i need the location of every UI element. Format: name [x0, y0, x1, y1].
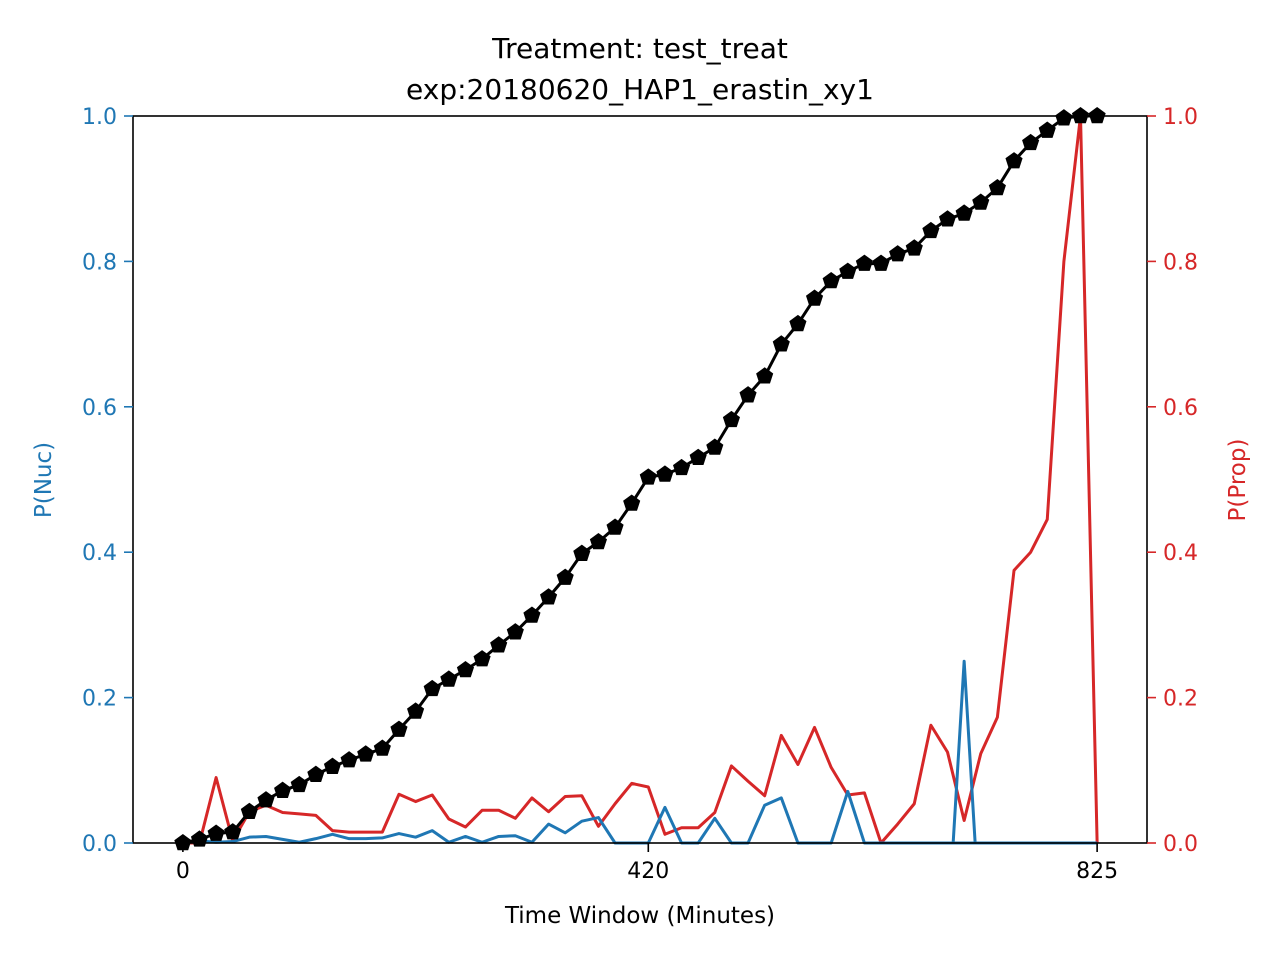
data-point-cumulative [190, 830, 209, 847]
data-point-cumulative [839, 262, 857, 279]
data-point-cumulative [889, 245, 907, 262]
data-point-cumulative [639, 468, 657, 485]
series-spike-nuc [951, 659, 977, 844]
data-point-cumulative [423, 679, 441, 697]
data-point-cumulative [523, 606, 541, 623]
data-point-cumulative [1055, 109, 1073, 126]
data-point-cumulative [473, 650, 491, 667]
data-point-cumulative [855, 254, 873, 271]
data-point-cumulative [1022, 133, 1040, 151]
x-tick-label: 825 [1076, 859, 1118, 884]
y-tick-label-right: 0.6 [1163, 396, 1198, 421]
data-point-cumulative [1005, 152, 1023, 169]
data-point-cumulative [606, 518, 624, 535]
data-point-cumulative [340, 751, 358, 768]
data-point-cumulative [556, 568, 574, 585]
data-point-cumulative [357, 745, 375, 762]
data-point-cumulative [739, 386, 757, 403]
y-tick-label-right: 0.2 [1163, 687, 1198, 712]
axes: 0 420 825 0.0 0.2 0.4 0.6 0.8 1.0 0.0 0.2 0.4 0.6 0.8… [82, 105, 1198, 884]
data-point-cumulative [323, 757, 342, 774]
data-point-cumulative [407, 702, 425, 719]
data-point-cumulative [440, 670, 458, 687]
x-axis-label: Time Window (Minutes) [504, 903, 775, 929]
plot-area [174, 107, 1106, 851]
data-point-cumulative [673, 458, 691, 476]
data-point-cumulative [789, 314, 807, 332]
data-point-cumulative [1038, 121, 1056, 138]
data-point-cumulative [373, 739, 391, 756]
chart-subtitle: exp:20180620_HAP1_erastin_xy1 [406, 73, 874, 106]
y-tick-label-right: 0.8 [1163, 250, 1198, 275]
y-axis-left-label: P(Nuc) [31, 442, 57, 518]
data-point-cumulative [207, 824, 225, 841]
data-point-cumulative [174, 834, 192, 851]
chart-title: Treatment: test_treat [491, 32, 788, 65]
data-point-cumulative [456, 660, 475, 678]
data-point-cumulative [257, 791, 275, 808]
data-point-cumulative [1071, 107, 1090, 124]
y-tick-label-left: 1.0 [82, 105, 117, 130]
data-point-cumulative [689, 448, 707, 465]
data-point-cumulative [938, 210, 957, 227]
data-point-cumulative [988, 178, 1006, 196]
data-point-cumulative [955, 204, 973, 221]
y-tick-label-right: 1.0 [1163, 105, 1198, 130]
data-point-cumulative [1088, 107, 1106, 124]
y-tick-label-left: 0.6 [82, 396, 117, 421]
data-point-cumulative [756, 367, 774, 384]
y-tick-label-left: 0.0 [82, 832, 117, 857]
data-point-cumulative [540, 588, 558, 605]
data-point-cumulative [822, 272, 840, 289]
y-axis-right-label: P(Prop) [1225, 439, 1251, 522]
y-tick-label-right: 0.4 [1163, 541, 1198, 566]
data-point-cumulative [224, 823, 242, 840]
data-point-cumulative [490, 636, 508, 653]
data-point-cumulative [872, 254, 890, 271]
data-point-cumulative [307, 765, 325, 782]
data-point-cumulative [274, 781, 292, 798]
data-point-cumulative [722, 410, 740, 428]
data-point-cumulative [290, 775, 308, 793]
plot-frame [132, 115, 1148, 844]
data-point-cumulative [623, 494, 641, 511]
data-point-cumulative [805, 289, 824, 306]
data-point-cumulative [573, 544, 591, 561]
y-tick-label-right: 0.0 [1163, 832, 1198, 857]
data-point-cumulative [922, 221, 940, 239]
data-point-cumulative [656, 465, 674, 482]
data-point-cumulative [506, 623, 524, 640]
data-point-cumulative [706, 438, 724, 455]
data-point-cumulative [972, 193, 990, 210]
x-tick-label: 420 [627, 859, 669, 884]
data-point-cumulative [905, 239, 923, 256]
y-tick-label-left: 0.8 [82, 250, 117, 275]
data-point-cumulative [390, 720, 408, 737]
x-tick-label: 0 [176, 859, 190, 884]
data-point-cumulative [589, 533, 607, 550]
data-point-cumulative [240, 802, 258, 820]
y-tick-label-left: 0.4 [82, 541, 117, 566]
data-point-cumulative [772, 335, 790, 352]
series-line-prop [182, 114, 1099, 845]
y-tick-label-left: 0.2 [82, 687, 117, 712]
